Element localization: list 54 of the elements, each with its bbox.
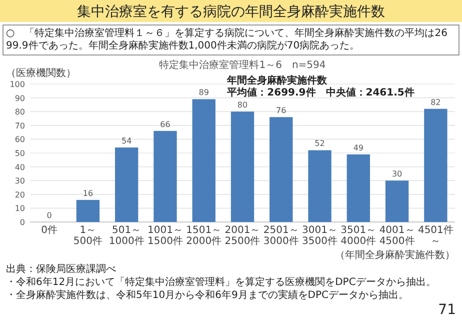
data-label: 89: [198, 88, 209, 98]
data-label: 82: [430, 98, 441, 107]
x-tick-label: 4001～4500件: [379, 225, 415, 247]
y-tick-label: 70: [14, 121, 25, 130]
y-tick-label: 30: [14, 176, 25, 186]
data-label: 49: [353, 143, 364, 152]
x-tick-label: 3001～3500件: [302, 225, 338, 247]
source-note: 出典：保険局医療課調べ: [6, 263, 116, 275]
x-tick-label: 3501～4000件: [340, 225, 376, 247]
data-label: 66: [160, 120, 170, 129]
y-tick-label: 40: [14, 162, 25, 172]
data-label: 0: [46, 211, 52, 220]
bar: [424, 108, 448, 222]
text: ・全身麻酔実施件数は、令和5年10月から令和6年9月までの実績をDPCデータから抽出。: [6, 289, 409, 301]
x-tick-label: 1001～1500件: [148, 225, 183, 247]
x-tick-label: 2001～2500件: [224, 225, 260, 247]
bar: [154, 130, 177, 222]
text: 特定集中治療室管理料1～6 n=594: [159, 59, 326, 71]
bar: [115, 147, 138, 222]
bar: [308, 150, 332, 222]
bar: [385, 180, 409, 222]
data-label: 30: [392, 170, 402, 179]
bar: [270, 117, 293, 222]
annotation: 年間全身麻酔実施件数: [226, 74, 328, 87]
y-tick-label: 20: [14, 190, 25, 200]
bar: [192, 99, 216, 222]
data-label: 54: [121, 136, 132, 146]
y-tick-label: 10: [14, 204, 25, 214]
x-tick-label: 2501～3000件: [263, 225, 299, 247]
y-tick-label: 100: [10, 80, 25, 89]
bar: [346, 154, 370, 222]
chart-subtitle: ○ 「特定集中治療室管理料１～６」を算定する病院について、年間全身麻酔実施件数の平均は2699.9件であった。年間全身麻酔実施件数1,000件未満の病院が70病院あった。: [6, 27, 448, 52]
data-label: 52: [314, 139, 325, 148]
data-label: 80: [237, 100, 248, 110]
x-tick-label: 0件: [41, 225, 58, 236]
x-tick-label: 501～1000件: [108, 225, 144, 247]
text: ・令和6年12月において「特定集中治療室管理料」を算定する医療機関をDPCデータから抽出。: [6, 276, 436, 288]
y-axis-title: （医療機関数）: [6, 67, 76, 79]
x-tick-label: 4501件～: [418, 225, 454, 247]
x-axis-title: （年間全身麻酔実施件数）: [335, 249, 455, 261]
text: 71: [438, 302, 456, 318]
annotation: 平均値：2699.9件 中央値：2461.5件: [226, 86, 414, 99]
y-tick-label: 80: [14, 108, 25, 117]
bar: [76, 200, 100, 222]
chart-title: 集中治療室を有する病院の年間全身麻酔実施件数: [77, 4, 385, 20]
y-tick-label: 50: [14, 149, 25, 158]
y-tick-label: 60: [14, 135, 25, 144]
y-tick-label: 90: [14, 94, 25, 103]
x-tick-label: 1～500件: [73, 225, 102, 247]
data-label: 76: [276, 106, 286, 116]
data-label: 16: [82, 188, 94, 198]
y-tick-label: 0: [20, 218, 25, 227]
x-tick-label: 1501～2000件: [186, 225, 222, 247]
bar: [230, 112, 254, 222]
